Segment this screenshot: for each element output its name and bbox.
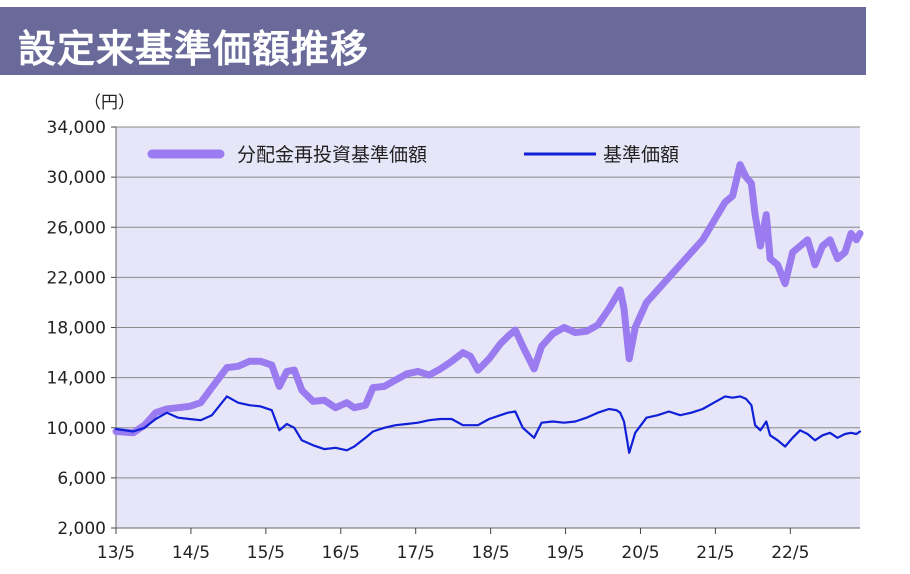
x-tick-label: 19/5	[546, 543, 584, 563]
x-tick-label: 14/5	[172, 543, 210, 563]
x-tick-label: 16/5	[322, 543, 360, 563]
chart-title: 設定来基準価額推移	[18, 27, 370, 71]
title-bar: 設定来基準価額推移	[0, 7, 866, 75]
y-tick-label: 18,000	[47, 319, 106, 339]
x-tick-label: 21/5	[696, 543, 734, 563]
x-tick-label: 18/5	[472, 543, 510, 563]
y-unit-label: （円）	[84, 93, 135, 113]
y-tick-label: 10,000	[47, 419, 106, 439]
y-tick-label: 30,000	[47, 168, 106, 188]
series-line-1	[112, 161, 864, 437]
x-tick-label: 15/5	[247, 543, 285, 563]
y-tick-label: 6,000	[57, 469, 106, 489]
x-tick-label: 20/5	[621, 543, 659, 563]
y-tick-label: 22,000	[47, 268, 106, 288]
x-tick-label: 17/5	[397, 543, 435, 563]
x-tick-label: 13/5	[97, 543, 135, 563]
legend-label-2: 基準価額	[603, 144, 679, 166]
x-tick-label: 22/5	[771, 543, 809, 563]
y-tick-label: 34,000	[47, 118, 106, 138]
y-tick-label: 26,000	[47, 218, 106, 238]
legend-label-1: 分配金再投資基準価額	[237, 144, 427, 166]
y-tick-label: 14,000	[47, 369, 106, 389]
y-tick-label: 2,000	[57, 519, 106, 539]
series-line-2	[114, 395, 862, 454]
